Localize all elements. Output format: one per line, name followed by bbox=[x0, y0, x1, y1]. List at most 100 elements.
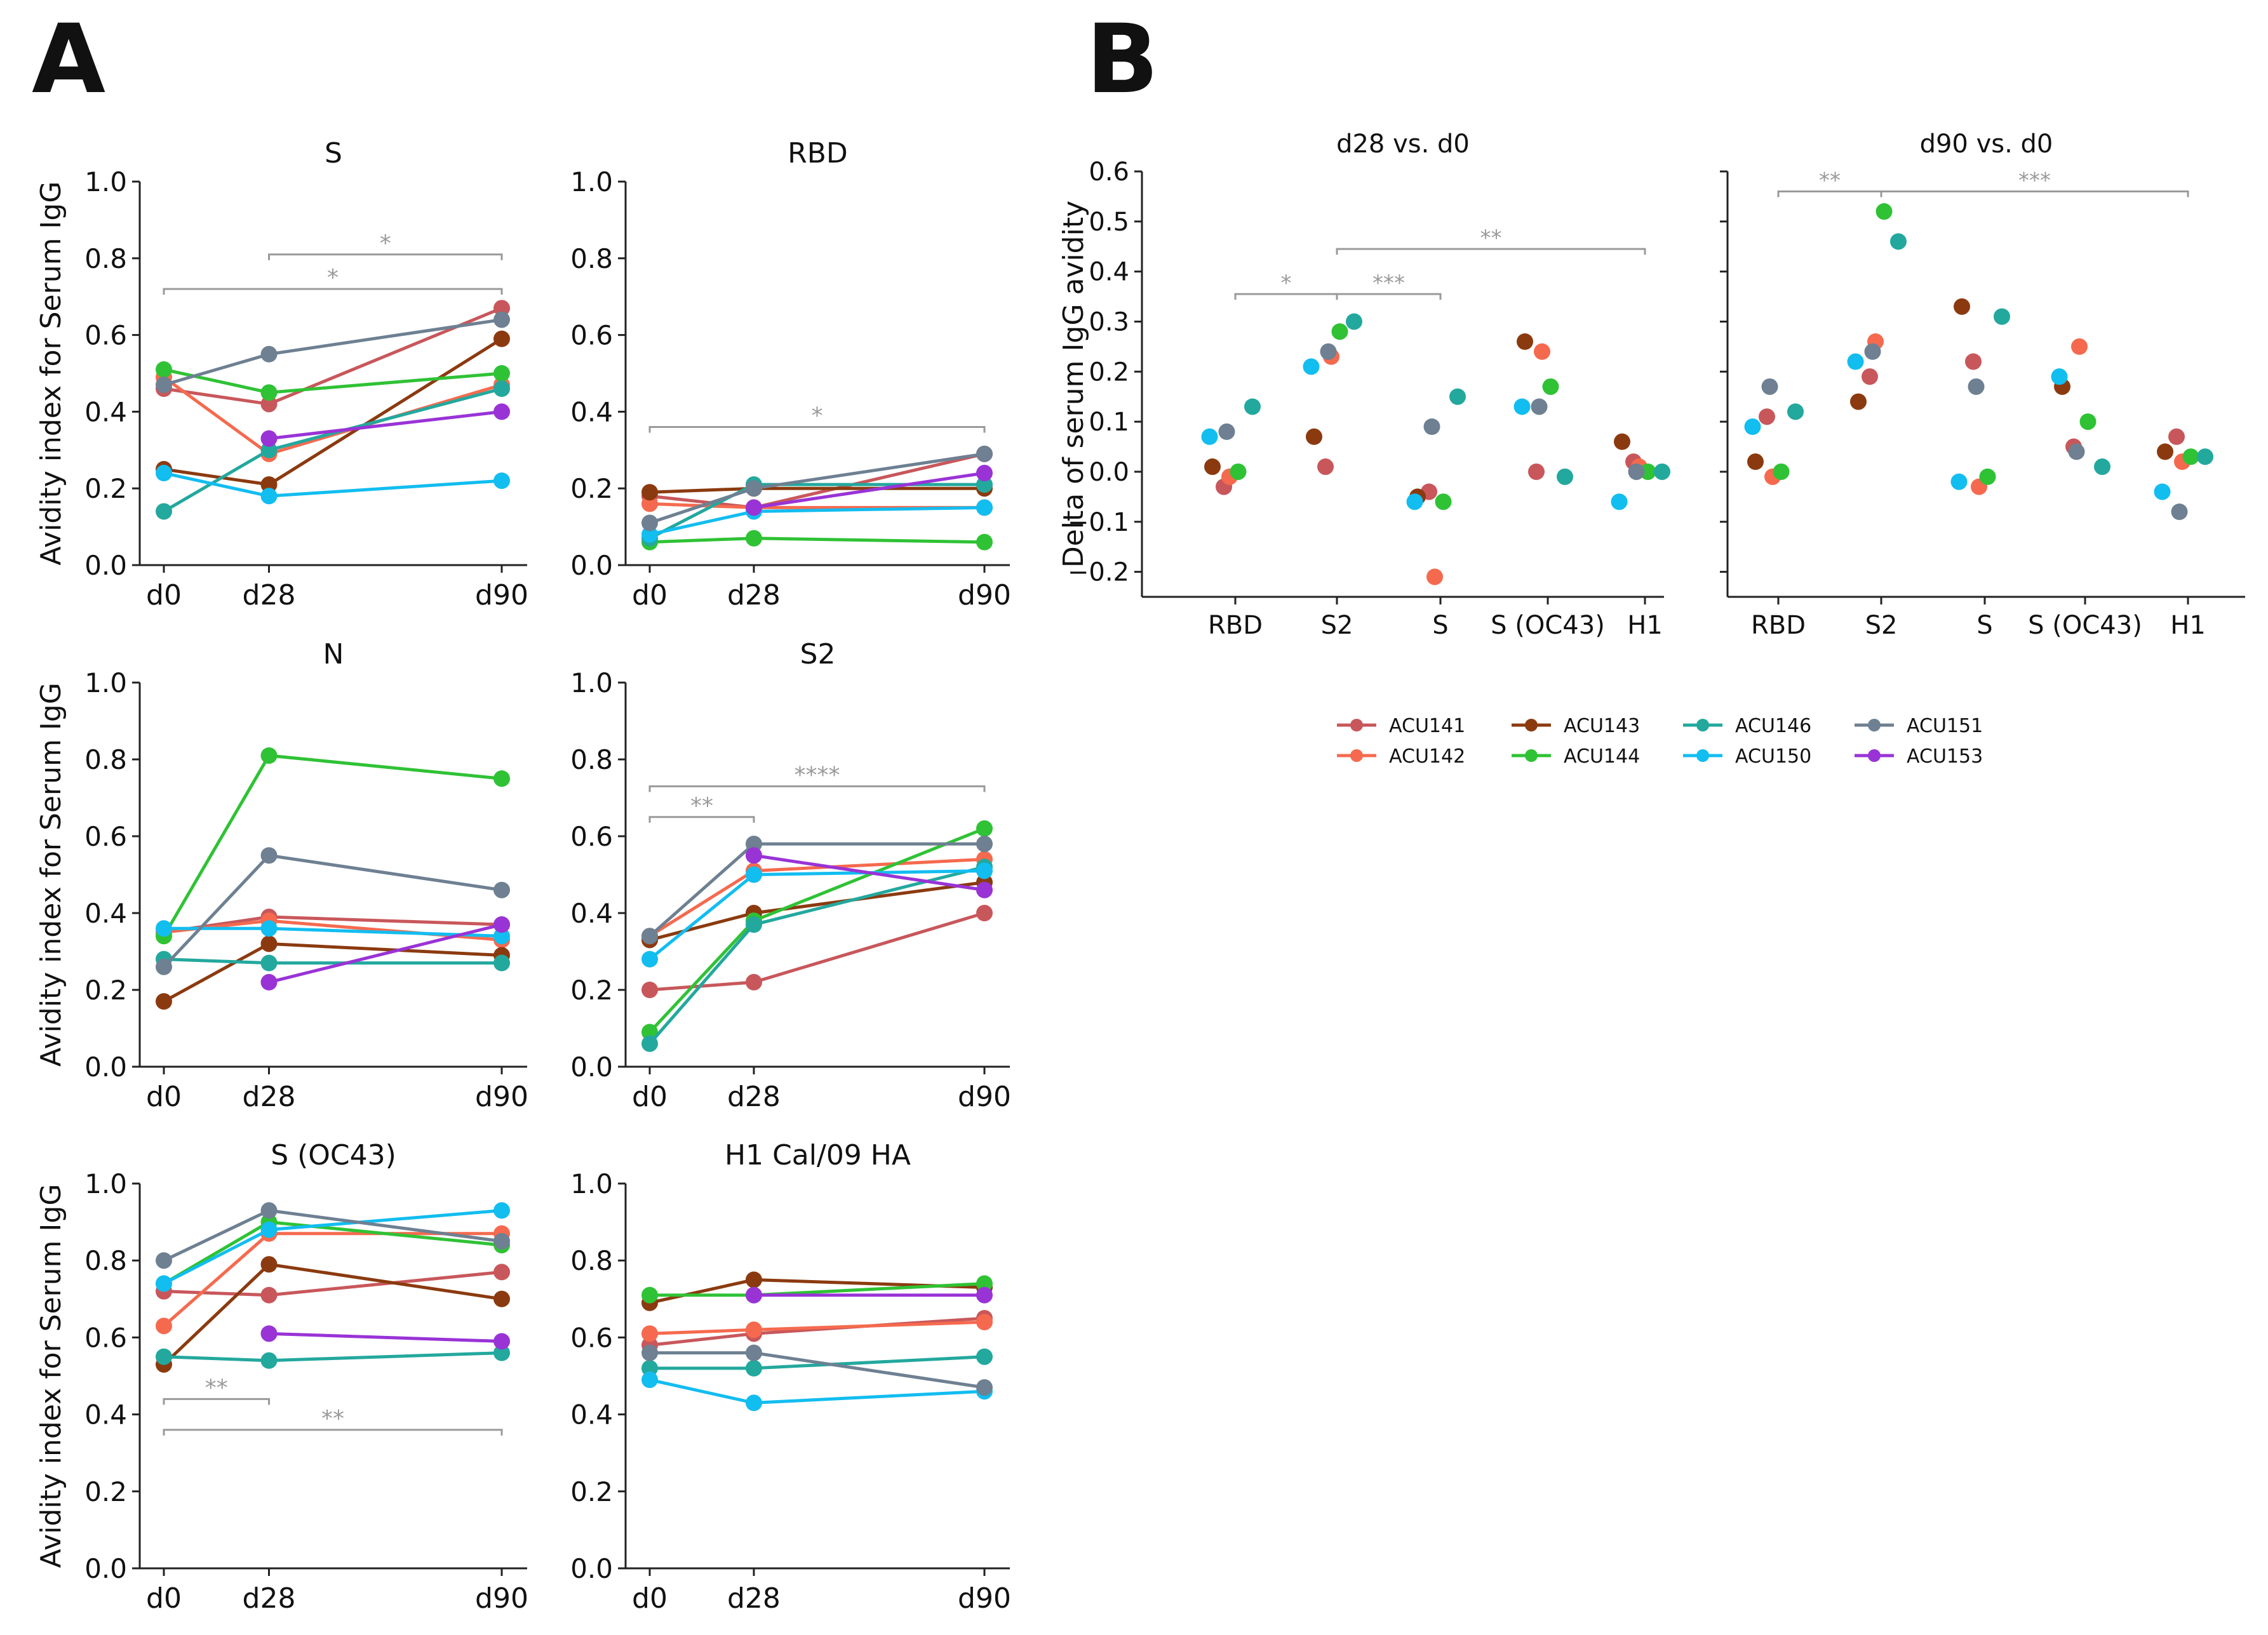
data-point-acu143 bbox=[745, 1271, 762, 1288]
significance-bracket bbox=[1336, 293, 1442, 300]
data-point-acu141 bbox=[745, 973, 762, 991]
data-point-acu146 bbox=[976, 1348, 993, 1365]
data-point-acu150 bbox=[1303, 358, 1320, 375]
legend-item-acu142: ACU142 bbox=[1337, 745, 1465, 768]
y-tick-label: 0.2 bbox=[1089, 357, 1129, 387]
data-point-acu146 bbox=[976, 476, 993, 493]
y-tick-label: 0.6 bbox=[570, 821, 613, 852]
data-point-acu151 bbox=[493, 311, 510, 328]
chart-title: H1 Cal/09 HA bbox=[725, 1139, 911, 1171]
significance-label: ** bbox=[1480, 225, 1502, 251]
data-point-acu141 bbox=[493, 1264, 510, 1281]
data-point-acu144 bbox=[2079, 413, 2097, 430]
data-point-acu144 bbox=[1773, 463, 1790, 480]
data-point-acu144 bbox=[260, 747, 278, 764]
data-point-acu151 bbox=[1423, 418, 1440, 435]
data-point-acu146 bbox=[260, 954, 278, 971]
data-point-acu151 bbox=[745, 1344, 762, 1361]
x-tick-label: S2 bbox=[1321, 611, 1353, 640]
data-point-acu153 bbox=[260, 1325, 278, 1342]
data-point-acu144 bbox=[1639, 463, 1656, 480]
data-point-acu143 bbox=[1204, 458, 1221, 476]
x-tick-label: d0 bbox=[632, 1081, 668, 1113]
data-point-acu144 bbox=[1230, 463, 1247, 480]
data-point-acu142 bbox=[1426, 568, 1443, 585]
plot-area: 0.0 0.2 0.4 0.6 0.8 1.0 d0 d28 d90 S Avidity index… bbox=[35, 130, 2245, 1615]
data-point-acu143 bbox=[260, 935, 278, 952]
y-axis-label: Avidity index for Serum IgG bbox=[35, 182, 67, 566]
data-point-acu143 bbox=[1747, 453, 1764, 470]
y-tick-label: 0.4 bbox=[570, 898, 613, 929]
legend-marker bbox=[1696, 719, 1709, 731]
legend-marker bbox=[1868, 719, 1881, 731]
data-point-acu150 bbox=[1744, 418, 1761, 435]
data-point-acu151 bbox=[976, 445, 993, 462]
line-chart-s: 0.0 0.2 0.4 0.6 0.8 1.0 d0 d28 d90 S Avidity index… bbox=[35, 137, 528, 611]
data-point-acu153 bbox=[745, 1286, 762, 1304]
data-point-acu153 bbox=[493, 1333, 510, 1350]
data-point-acu151 bbox=[260, 847, 278, 864]
y-tick-label: 0.3 bbox=[1089, 307, 1129, 337]
x-tick-label: d28 bbox=[243, 1582, 296, 1615]
chart-title: RBD bbox=[788, 137, 848, 170]
significance-bracket bbox=[648, 785, 986, 792]
legend: ACU141 ACU142 ACU143 ACU144 ACU146 ACU150 ACU1… bbox=[1337, 715, 1983, 768]
chart-title: S bbox=[325, 137, 342, 170]
data-point-acu150 bbox=[641, 1371, 658, 1389]
x-tick-label: H1 bbox=[1627, 611, 1663, 640]
data-point-acu150 bbox=[260, 1221, 278, 1238]
data-point-acu151 bbox=[1628, 463, 1645, 480]
data-point-acu146 bbox=[745, 1359, 762, 1377]
data-point-acu151 bbox=[2068, 443, 2085, 460]
data-point-acu144 bbox=[493, 365, 510, 382]
data-point-acu141 bbox=[976, 905, 993, 921]
data-point-acu150 bbox=[2154, 483, 2171, 500]
data-point-acu153 bbox=[260, 430, 278, 447]
data-point-acu153 bbox=[745, 499, 762, 516]
data-point-acu150 bbox=[156, 920, 172, 937]
data-point-acu151 bbox=[1761, 378, 1778, 395]
significance-label: * bbox=[380, 230, 391, 257]
data-point-acu142 bbox=[745, 1321, 762, 1338]
data-point-acu143 bbox=[1850, 393, 1867, 410]
data-point-acu142 bbox=[1534, 343, 1550, 360]
significance-label: ** bbox=[690, 793, 713, 819]
y-tick-label: 0.0 bbox=[84, 550, 127, 581]
legend-item-acu150: ACU150 bbox=[1683, 745, 1811, 768]
y-tick-label: 0.8 bbox=[570, 243, 613, 274]
y-tick-label: 0.6 bbox=[1089, 157, 1129, 187]
legend-label: ACU142 bbox=[1389, 745, 1465, 768]
series-line-acu153 bbox=[753, 853, 985, 892]
data-point-acu153 bbox=[976, 1286, 993, 1304]
x-tick-label: d0 bbox=[632, 579, 668, 611]
data-point-acu144 bbox=[1979, 468, 1996, 485]
data-point-acu151 bbox=[2171, 504, 2188, 520]
x-tick-label: d0 bbox=[632, 1582, 668, 1615]
data-point-acu150 bbox=[745, 866, 762, 883]
y-tick-label: 1.0 bbox=[570, 1168, 613, 1199]
data-point-acu144 bbox=[1435, 493, 1452, 511]
series-line-acu144 bbox=[163, 368, 502, 394]
data-point-acu153 bbox=[976, 881, 993, 898]
data-point-acu144 bbox=[641, 1286, 658, 1304]
legend-item-acu144: ACU144 bbox=[1512, 745, 1640, 768]
line-chart-s-oc43: 0.0 0.2 0.4 0.6 0.8 1.0 d0 d28 d90 S (OC43) Avidit… bbox=[35, 1139, 528, 1615]
data-point-acu151 bbox=[156, 377, 172, 394]
data-point-acu150 bbox=[156, 1275, 172, 1292]
data-point-acu144 bbox=[2182, 448, 2199, 465]
data-point-acu151 bbox=[260, 345, 278, 363]
y-tick-label: 0.4 bbox=[84, 1399, 127, 1431]
x-tick-label: H1 bbox=[2170, 611, 2206, 640]
y-tick-label: 0.4 bbox=[570, 1399, 613, 1431]
series-line-acu153 bbox=[269, 1331, 502, 1343]
significance-label: *** bbox=[2018, 168, 2051, 194]
y-tick-label: 0.2 bbox=[570, 1476, 613, 1507]
data-point-acu150 bbox=[641, 951, 658, 968]
data-point-acu143 bbox=[2157, 443, 2173, 460]
chart-title: S (OC43) bbox=[271, 1139, 396, 1171]
data-point-acu150 bbox=[260, 920, 278, 937]
data-point-acu150 bbox=[156, 465, 172, 482]
data-point-acu141 bbox=[1862, 368, 1878, 385]
data-point-acu143 bbox=[1306, 428, 1322, 445]
data-point-acu146 bbox=[493, 1344, 510, 1361]
